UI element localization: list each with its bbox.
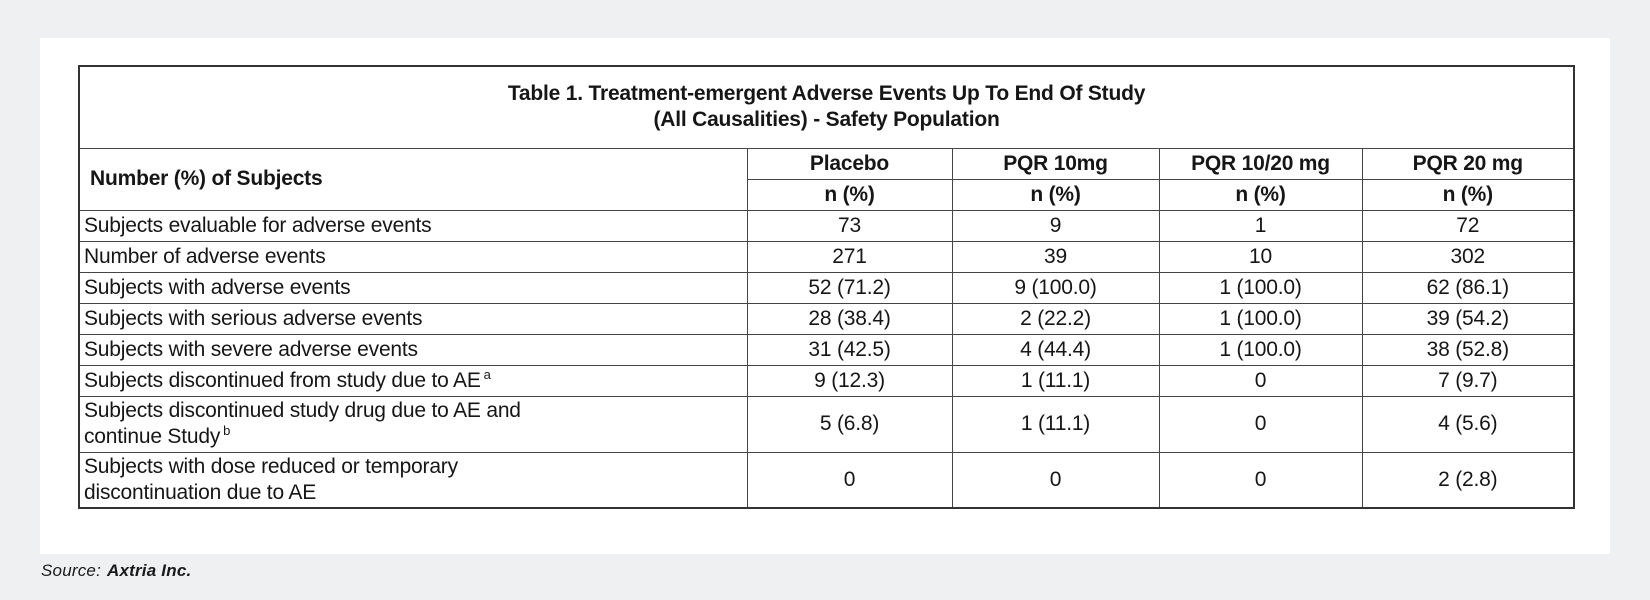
cell-value: 7 (9.7) (1361, 364, 1575, 397)
row-label: Number of adverse events (78, 240, 748, 273)
cell-value: 10 (1158, 240, 1363, 273)
cell-value: 52 (71.2) (746, 271, 953, 304)
table-row: Subjects with severe adverse events 31 (… (78, 333, 1575, 366)
footnote-marker-a: a (483, 366, 491, 382)
cell-value: 9 (100.0) (951, 271, 1160, 304)
cell-value: 0 (1158, 451, 1363, 509)
table-row: Number of adverse events 271 39 10 302 (78, 240, 1575, 273)
cell-value: 302 (1361, 240, 1575, 273)
footnote-marker-b: b (223, 423, 231, 438)
row-label: Subjects with severe adverse events (78, 333, 748, 366)
cell-value: 2 (2.8) (1361, 451, 1575, 509)
row-label: Subjects with serious adverse events (78, 302, 748, 335)
cell-value: 73 (746, 209, 953, 242)
cell-value: 31 (42.5) (746, 333, 953, 366)
table-title-line2: (All Causalities) - Safety Population (653, 108, 1000, 132)
subheader-n-pct-2: n (%) (1158, 178, 1363, 211)
cell-value: 4 (5.6) (1361, 395, 1575, 453)
cell-value: 1 (100.0) (1158, 302, 1363, 335)
column-header-row: Number (%) of Subjects Placebo PQR 10mg … (78, 147, 1575, 211)
subheader-n-pct-1: n (%) (951, 178, 1160, 211)
subheader-n-pct-0: n (%) (746, 178, 953, 211)
col-header-placebo: Placebo (746, 147, 953, 180)
cell-value: 72 (1361, 209, 1575, 242)
content-card: Table 1. Treatment-emergent Adverse Even… (40, 38, 1610, 554)
table-row: Subjects with dose reduced or temporary d… (78, 451, 1575, 509)
row-label: Subjects evaluable for adverse events (78, 209, 748, 242)
cell-value: 1 (11.1) (951, 395, 1160, 453)
adverse-events-table: Table 1. Treatment-emergent Adverse Even… (78, 65, 1576, 509)
cell-value: 9 (12.3) (746, 364, 953, 397)
subheader-row: n (%) n (%) n (%) n (%) (79, 178, 1575, 211)
cell-value: 0 (1158, 364, 1363, 397)
source-label: Source: (41, 561, 101, 580)
cell-value: 1 (1158, 209, 1363, 242)
cell-value: 5 (6.8) (746, 395, 953, 453)
table-title-row: Table 1. Treatment-emergent Adverse Even… (78, 65, 1575, 149)
table-row: Subjects discontinued study drug due to … (78, 395, 1575, 453)
cell-value: 38 (52.8) (1361, 333, 1575, 366)
cell-value: 1 (11.1) (951, 364, 1160, 397)
cell-value: 2 (22.2) (951, 302, 1160, 335)
cell-value: 0 (746, 451, 953, 509)
cell-value: 1 (100.0) (1158, 271, 1363, 304)
cell-value: 0 (951, 451, 1160, 509)
cell-value: 0 (1158, 395, 1363, 453)
cell-value: 9 (951, 209, 1160, 242)
table-title-line1: Table 1. Treatment-emergent Adverse Even… (507, 82, 1146, 106)
row-label: Subjects discontinued study drug due to … (78, 395, 748, 453)
table-row: Subjects evaluable for adverse events 73… (78, 209, 1575, 242)
cell-value: 62 (86.1) (1361, 271, 1575, 304)
cell-value: 28 (38.4) (746, 302, 953, 335)
table-row: Subjects discontinued from study due to … (78, 364, 1575, 397)
source-attribution: Source: Axtria Inc. (41, 561, 191, 581)
col-header-pqr-10mg: PQR 10mg (951, 147, 1160, 180)
col-header-pqr-20mg: PQR 20 mg (1361, 147, 1575, 180)
row-header-label: Number (%) of Subjects (78, 147, 748, 211)
table-row: Subjects with adverse events 52 (71.2) 9… (78, 271, 1575, 304)
cell-value: 39 (54.2) (1361, 302, 1575, 335)
table-title: Table 1. Treatment-emergent Adverse Even… (78, 65, 1575, 149)
row-label: Subjects with adverse events (78, 271, 748, 304)
row-label: Subjects discontinued from study due to … (78, 364, 748, 397)
row-label: Subjects with dose reduced or temporary d… (78, 451, 748, 509)
cell-value: 4 (44.4) (951, 333, 1160, 366)
cell-value: 39 (951, 240, 1160, 273)
table-row: Subjects with serious adverse events 28 … (78, 302, 1575, 335)
subheader-n-pct-3: n (%) (1361, 178, 1575, 211)
col-header-pqr-10-20mg: PQR 10/20 mg (1158, 147, 1363, 180)
cell-value: 271 (746, 240, 953, 273)
cell-value: 1 (100.0) (1158, 333, 1363, 366)
source-value: Axtria Inc. (107, 561, 192, 580)
